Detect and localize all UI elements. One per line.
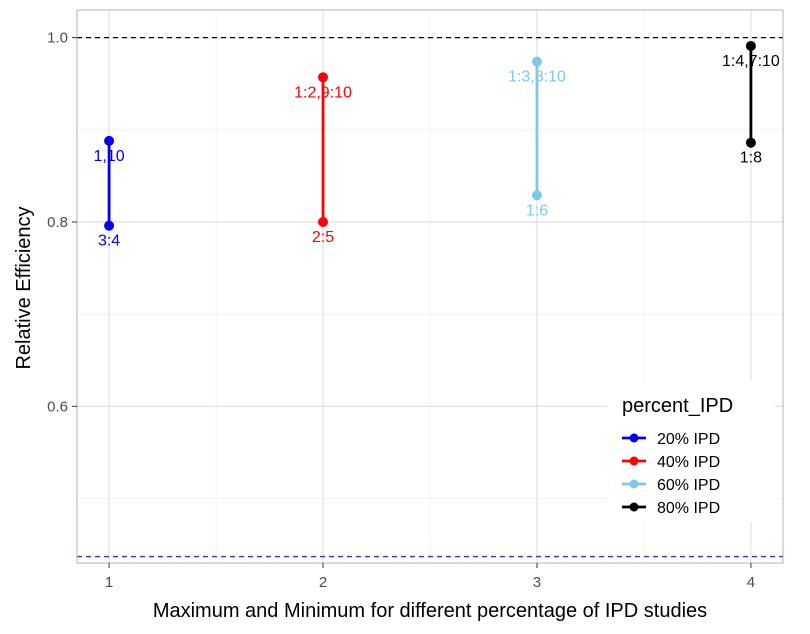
max-point-label: 1:3,8:10 <box>508 69 566 86</box>
max-point <box>531 56 542 67</box>
y-axis-title: Relative Efficiency <box>13 206 35 369</box>
legend-background <box>607 380 775 522</box>
series-group: 1:4,7:10 1:8 <box>722 40 780 167</box>
legend-label: 60% IPD <box>657 477 720 494</box>
legend-item: 80% IPD <box>622 500 720 517</box>
max-point <box>318 72 329 83</box>
legend-item: 20% IPD <box>622 431 720 448</box>
plot-border <box>76 9 784 564</box>
legend-item: 60% IPD <box>622 477 720 494</box>
x-tick-label: 2 <box>319 574 327 591</box>
y-tick-label: 1.0 <box>47 30 68 47</box>
legend-items: 20% IPD 40% IPD 60% IPD 80% IPD <box>622 431 720 517</box>
min-point <box>104 220 115 231</box>
legend-key-point <box>629 433 639 443</box>
min-point <box>318 216 329 227</box>
legend-title: percent_IPD <box>622 395 733 417</box>
legend-label: 80% IPD <box>657 500 720 517</box>
min-point-label: 2:5 <box>312 229 334 246</box>
legend-key-point <box>629 502 639 512</box>
y-tick-label: 0.8 <box>47 214 68 231</box>
max-point-label: 1,10 <box>94 148 125 165</box>
x-tick-label: 4 <box>747 574 755 591</box>
series-marks: 1,10 3:4 1:2,9:10 2:5 1:3,8:10 1:6 1:4,7:10 1:8 <box>94 40 780 250</box>
max-point <box>104 135 115 146</box>
min-point-label: 1:8 <box>740 150 762 167</box>
legend-item: 40% IPD <box>622 454 720 471</box>
series-group: 1:2,9:10 2:5 <box>294 72 352 246</box>
legend-key-point <box>629 456 639 466</box>
legend-label: 20% IPD <box>657 431 720 448</box>
axis-ticks: 1 2 3 4 0.6 0.8 1.0 <box>47 30 755 591</box>
x-tick-label: 1 <box>105 574 113 591</box>
min-point <box>531 190 542 201</box>
max-point-label: 1:4,7:10 <box>722 53 780 70</box>
max-point <box>745 40 756 51</box>
y-tick-label: 0.6 <box>47 398 68 415</box>
legend-label: 40% IPD <box>657 454 720 471</box>
reference-lines <box>77 37 783 558</box>
legend: percent_IPD 20% IPD 40% IPD 60% IPD 80% IPD <box>607 380 775 522</box>
legend-key-point <box>629 479 639 489</box>
x-tick-label: 3 <box>533 574 541 591</box>
min-point-label: 1:6 <box>526 202 548 219</box>
min-point-label: 3:4 <box>98 233 120 250</box>
series-group: 1,10 3:4 <box>94 135 125 250</box>
max-point-label: 1:2,9:10 <box>294 84 352 101</box>
series-group: 1:3,8:10 1:6 <box>508 56 566 219</box>
x-axis-title: Maximum and Minimum for different percen… <box>153 600 707 622</box>
min-point <box>745 137 756 148</box>
